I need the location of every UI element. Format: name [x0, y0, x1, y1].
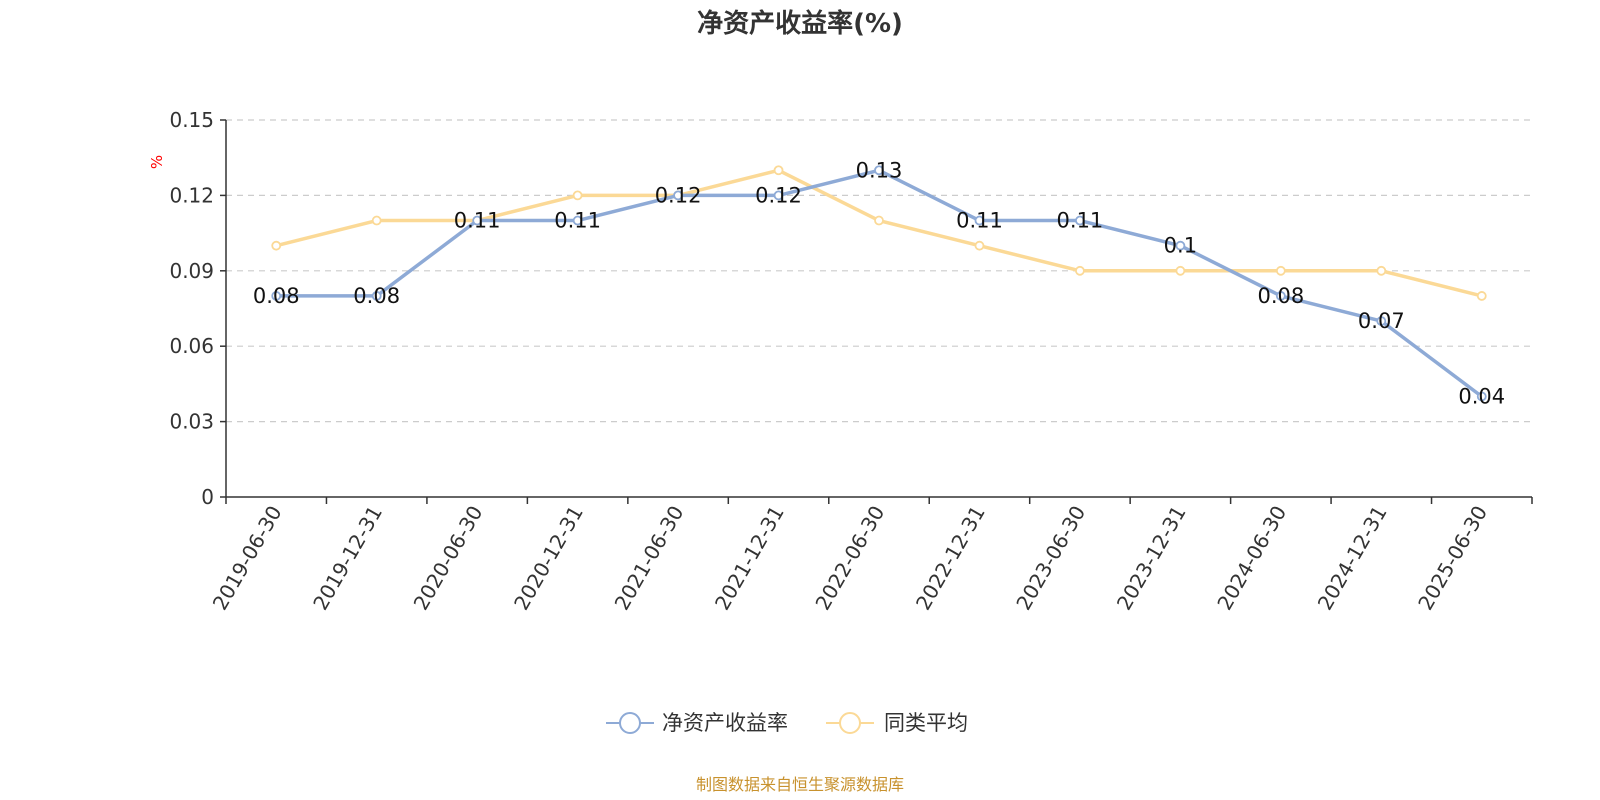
data-label: 0.08	[353, 284, 400, 308]
series	[271, 165, 1487, 402]
x-tick-label: 2020-06-30	[409, 501, 488, 614]
x-tick-label: 2023-12-31	[1112, 502, 1191, 615]
data-label: 0.07	[1358, 309, 1405, 333]
axes: 0 0.03 0.06 0.09 0.12 0.15 2019-06-30 2019-12-3…	[169, 108, 1533, 615]
data-label: 0.12	[755, 183, 802, 207]
x-tick-label: 2020-12-31	[509, 502, 588, 615]
x-tick-label: 2024-12-31	[1313, 502, 1392, 615]
data-point	[974, 240, 985, 251]
legend-circle-icon	[839, 712, 861, 734]
y-tick-label: 0	[201, 485, 214, 509]
y-tick-label: 0.03	[169, 410, 214, 434]
data-label: 0.13	[856, 158, 903, 182]
data-point	[1175, 240, 1186, 251]
legend-label: 同类平均	[884, 711, 968, 735]
series-roe	[271, 165, 1487, 402]
data-point	[371, 291, 382, 301]
x-tick-label: 2022-12-31	[911, 502, 990, 615]
data-label: 0.11	[956, 209, 1003, 233]
y-tick-label: 0.15	[169, 108, 214, 132]
data-point	[472, 215, 483, 226]
x-tick-label: 2019-12-31	[308, 502, 387, 615]
series-line	[275, 168, 1483, 298]
gridlines	[226, 119, 1532, 423]
x-tick-label: 2025-06-30	[1413, 502, 1492, 615]
data-point	[1376, 316, 1387, 326]
data-label: 0.08	[253, 284, 300, 308]
data-labels: 0.08 0.08 0.11 0.11 0.12 0.12 0.13 0.11 0.11 0.1 0…	[253, 158, 1505, 408]
data-point	[572, 190, 583, 201]
data-label: 0.11	[1057, 209, 1104, 233]
x-tick-label: 2023-06-30	[1011, 502, 1090, 615]
data-label: 0.08	[1257, 284, 1304, 308]
legend[interactable]: 净资产收益率 同类平均	[606, 711, 968, 735]
data-point	[673, 190, 683, 201]
data-label: 0.1	[1164, 234, 1197, 258]
data-point	[773, 190, 784, 201]
series-peer-average	[271, 165, 1487, 301]
x-tick-label: 2021-06-30	[610, 502, 689, 615]
data-point	[1275, 265, 1286, 276]
data-point	[271, 291, 282, 301]
data-point	[1075, 265, 1085, 276]
x-tick-label: 2019-06-30	[208, 502, 287, 615]
data-label: 0.12	[655, 183, 702, 207]
data-point	[572, 215, 583, 226]
data-point	[1275, 291, 1286, 301]
y-tick-label: 0.12	[169, 183, 214, 207]
x-tick-label: 2024-06-30	[1212, 502, 1291, 615]
data-point	[1175, 265, 1186, 276]
data-label: 0.11	[554, 209, 601, 233]
data-point	[1376, 265, 1387, 276]
data-label: 0.04	[1458, 384, 1505, 408]
y-axis-unit: %	[148, 155, 166, 169]
x-tick-label: 2022-06-30	[810, 502, 889, 615]
data-point	[874, 165, 884, 176]
data-point	[974, 215, 985, 226]
legend-item-peer-average[interactable]: 同类平均	[826, 711, 968, 735]
data-point	[1476, 391, 1487, 402]
x-tick-label: 2021-12-31	[710, 502, 789, 615]
data-point	[874, 215, 884, 226]
data-point	[371, 215, 382, 226]
legend-item-roe[interactable]: 净资产收益率	[606, 711, 788, 735]
y-tick-label: 0.06	[169, 334, 214, 358]
data-point	[271, 240, 282, 251]
y-tick-label: 0.09	[169, 259, 214, 283]
legend-label: 净资产收益率	[662, 711, 788, 735]
data-source-note: 制图数据来自恒生聚源数据库	[696, 775, 904, 794]
data-point	[1075, 215, 1085, 226]
data-label: 0.11	[454, 209, 501, 233]
legend-circle-icon	[619, 712, 641, 734]
data-point	[773, 165, 784, 176]
data-point	[1476, 291, 1487, 301]
chart-title: 净资产收益率(%)	[697, 8, 903, 39]
